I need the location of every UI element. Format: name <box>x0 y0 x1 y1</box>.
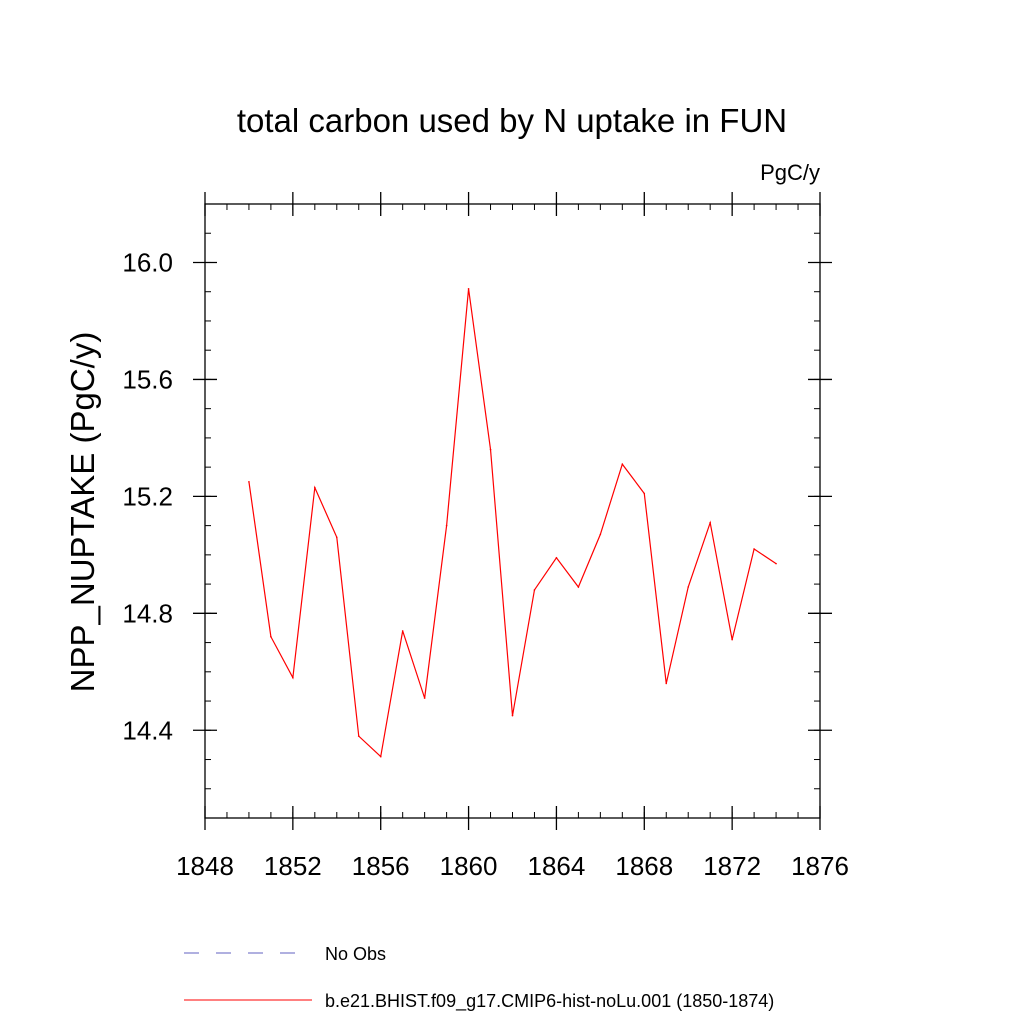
x-tick-label: 1864 <box>528 851 586 881</box>
y-tick-label: 14.8 <box>122 598 173 628</box>
x-tick-label: 1860 <box>440 851 498 881</box>
plot-frame <box>204 203 821 819</box>
data-point <box>314 486 316 489</box>
units-label: PgC/y <box>760 160 820 185</box>
axis-ticks <box>193 192 832 830</box>
data-point <box>423 697 426 699</box>
legend: No Obs b.e21.BHIST.f09_g17.CMIP6-hist-noL… <box>184 944 774 1012</box>
data-point <box>401 630 404 632</box>
data-point <box>533 589 536 591</box>
data-point <box>753 548 755 550</box>
x-tick-label: 1856 <box>352 851 410 881</box>
y-tick-label: 15.6 <box>122 364 173 394</box>
data-point <box>292 676 294 679</box>
data-point <box>775 562 777 565</box>
data-point <box>643 492 646 495</box>
data-point <box>665 682 668 685</box>
x-tick-label: 1876 <box>791 851 849 881</box>
data-point <box>270 635 272 638</box>
chart-title: total carbon used by N uptake in FUN <box>237 102 787 139</box>
data-point <box>731 638 733 641</box>
series-layer <box>248 287 777 758</box>
data-point <box>555 556 558 559</box>
data-point <box>577 586 580 588</box>
data-point <box>621 463 624 466</box>
data-point <box>511 714 514 717</box>
y-axis-label: NPP_NUPTAKE (PgC/y) <box>64 332 101 693</box>
legend-label: b.e21.BHIST.f09_g17.CMIP6-hist-noLu.001 … <box>325 991 774 1012</box>
data-point <box>687 586 690 588</box>
series-line <box>248 288 777 758</box>
legend-label: No Obs <box>325 944 386 964</box>
data-point <box>335 536 338 539</box>
x-tick-label: 1852 <box>264 851 322 881</box>
data-point <box>379 755 382 758</box>
data-point <box>445 524 448 527</box>
data-point <box>357 735 360 737</box>
tick-labels: 1848 1852 1856 1860 1864 1868 1872 1876 14.4 14.8… <box>122 247 849 881</box>
y-tick-label: 16.0 <box>122 247 173 277</box>
y-tick-label: 15.2 <box>122 481 173 511</box>
x-tick-label: 1868 <box>615 851 673 881</box>
x-tick-label: 1848 <box>176 851 234 881</box>
x-tick-label: 1872 <box>703 851 761 881</box>
data-point <box>709 521 711 524</box>
data-point <box>467 287 470 290</box>
data-point <box>489 448 492 451</box>
data-point <box>599 533 602 536</box>
y-tick-label: 14.4 <box>122 715 173 745</box>
data-point <box>248 480 250 483</box>
